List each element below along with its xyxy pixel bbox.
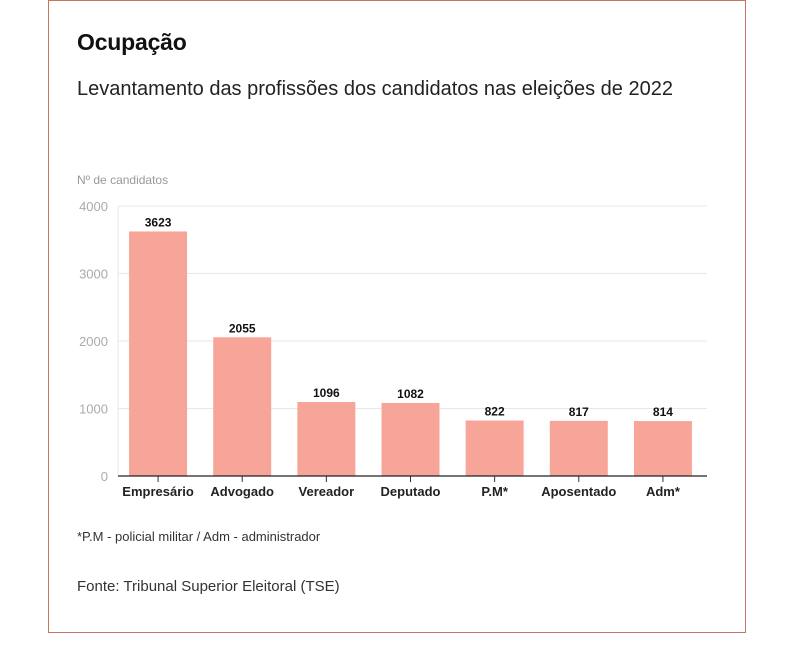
data-labels: 3623 2055 1096 1082 822 817 814 [145, 215, 674, 419]
chart-subtitle: Levantamento das profissões dos candidat… [77, 78, 673, 100]
bar [465, 420, 524, 476]
data-label: 3623 [145, 215, 172, 229]
data-label: 822 [485, 405, 505, 419]
source-note: Fonte: Tribunal Superior Eleitoral (TSE) [77, 578, 340, 595]
bar [297, 402, 356, 476]
x-tick-label: Advogado [210, 484, 274, 499]
bar [633, 421, 692, 476]
x-tick-label: P.M* [481, 484, 508, 499]
y-tick-label: 4000 [79, 199, 108, 214]
x-tick-label: Vereador [299, 484, 355, 499]
bars [129, 231, 692, 476]
bar [129, 231, 188, 476]
x-tick-label: Adm* [646, 484, 681, 499]
y-tick-label: 0 [101, 469, 108, 484]
data-label: 1082 [397, 387, 424, 401]
y-tick-label: 1000 [79, 402, 108, 417]
bar [381, 402, 440, 476]
footnote: *P.M - policial militar / Adm - administ… [77, 529, 321, 544]
data-label: 814 [653, 405, 673, 419]
x-axis: Empresário Advogado Vereador Deputado P.M* Ap… [118, 475, 707, 499]
bar [549, 420, 608, 476]
data-label: 2055 [229, 321, 256, 335]
data-label: 817 [569, 405, 589, 419]
y-tick-label: 2000 [79, 334, 108, 349]
data-label: 1096 [313, 386, 340, 400]
chart-title: Ocupação [77, 29, 187, 55]
y-axis-ticks: 0 1000 2000 3000 4000 [79, 199, 108, 484]
x-tick-label: Deputado [381, 484, 441, 499]
y-axis-label: Nº de candidatos [77, 173, 169, 187]
y-tick-label: 3000 [79, 267, 108, 282]
bar [213, 337, 272, 476]
x-tick-label: Empresário [122, 484, 194, 499]
x-tick-label: Aposentado [541, 484, 616, 499]
